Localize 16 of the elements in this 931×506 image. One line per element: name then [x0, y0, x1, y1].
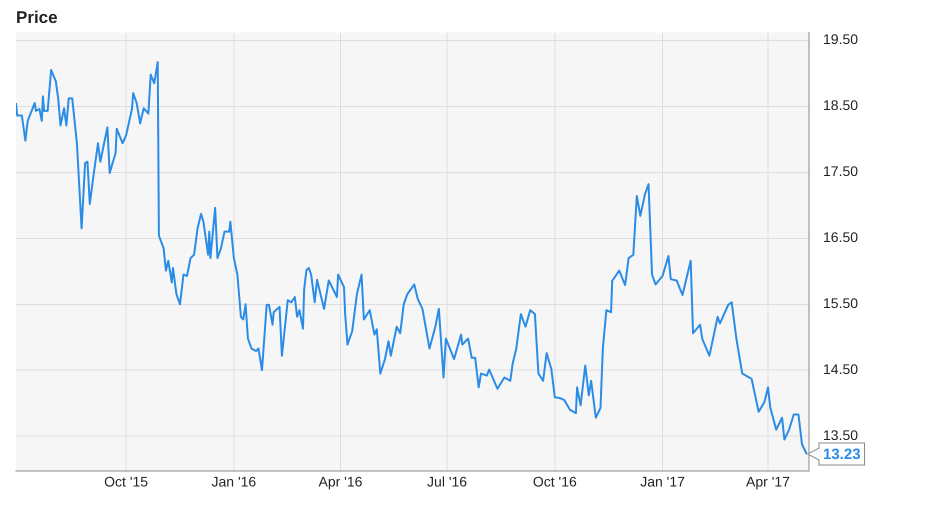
chart-title: Price — [16, 8, 58, 27]
x-tick-label: Jan '17 — [640, 473, 686, 490]
y-tick-label: 13.50 — [823, 427, 858, 444]
y-tick-label: 14.50 — [823, 361, 858, 378]
y-tick-label: 18.50 — [823, 97, 858, 114]
y-tick-label: 17.50 — [823, 163, 858, 180]
y-tick-label: 15.50 — [823, 295, 858, 312]
x-tick-label: Jan '16 — [212, 473, 256, 490]
x-tick-label: Jul '16 — [427, 473, 468, 490]
text: 13.23 — [823, 446, 861, 464]
y-tick-label: 16.50 — [823, 229, 858, 246]
x-tick-label: Oct '16 — [532, 473, 577, 490]
x-tick-label: Oct '15 — [104, 473, 148, 490]
x-tick-label: Apr '17 — [746, 473, 790, 490]
y-tick-label: 19.50 — [823, 31, 858, 48]
x-tick-label: Apr '16 — [318, 473, 363, 490]
